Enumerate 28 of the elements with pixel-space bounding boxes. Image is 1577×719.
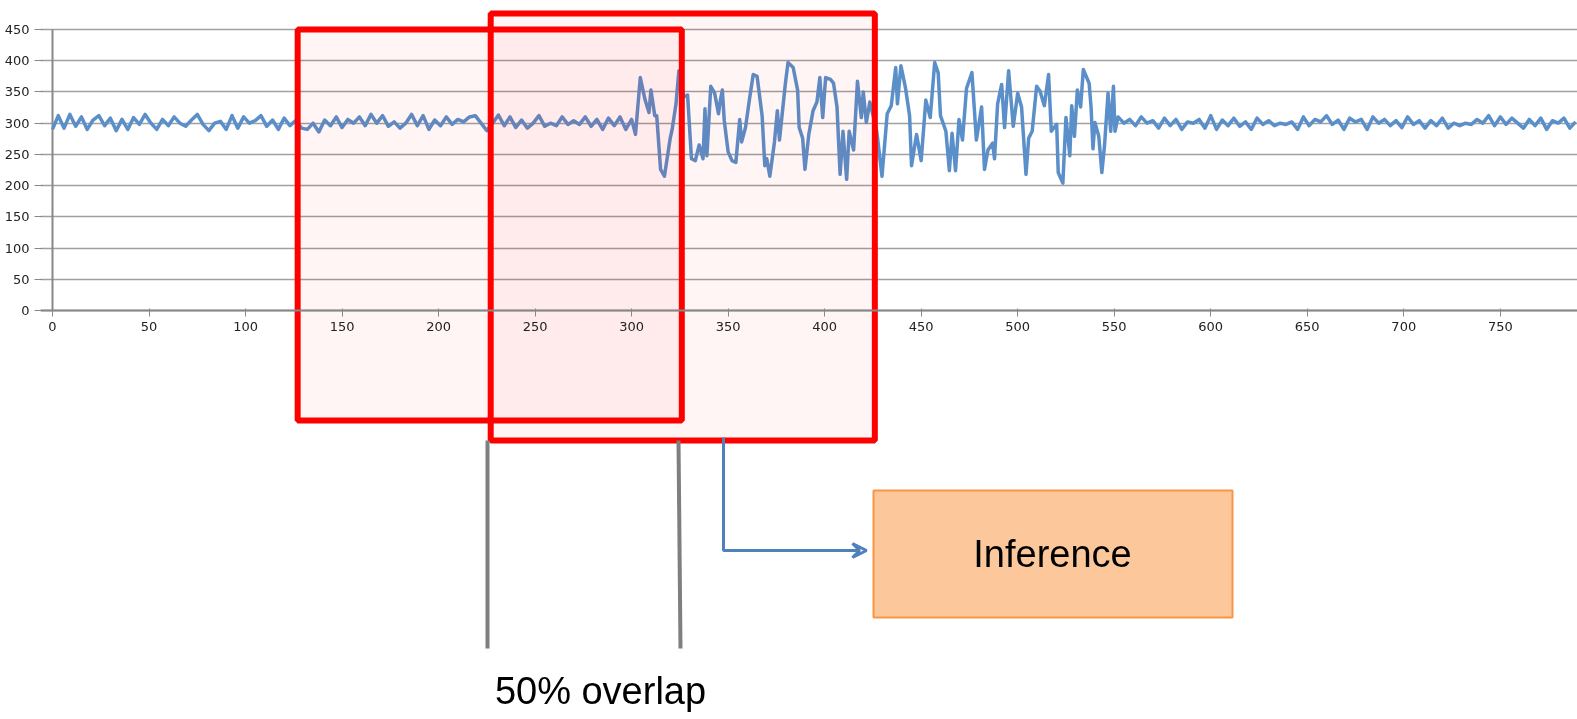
x-tick-label: 350	[715, 318, 741, 334]
y-tick-label: 350	[4, 84, 30, 100]
x-tick-label: 150	[329, 318, 355, 334]
x-tick-label: 750	[1487, 318, 1513, 334]
y-tick-label: 150	[4, 209, 30, 225]
x-tick-label: 300	[619, 318, 645, 334]
y-tick-label: 50	[12, 271, 30, 287]
y-tick-label: 0	[21, 303, 30, 318]
text: 50% overlap	[494, 669, 707, 712]
x-tick-label: 500	[1005, 318, 1031, 334]
y-tick-label: 250	[4, 146, 30, 162]
y-tick-label: 200	[4, 178, 30, 194]
x-tick-label: 50	[140, 318, 158, 334]
x-tick-label: 400	[812, 318, 838, 334]
x-tick-label: 600	[1198, 318, 1224, 334]
x-tick-label: 0	[48, 318, 57, 334]
x-tick-label: 100	[233, 318, 258, 334]
text: Inference	[973, 532, 1132, 575]
x-tick-label: 550	[1101, 318, 1127, 334]
x-tick-label: 700	[1391, 318, 1417, 334]
y-tick-label: 450	[4, 22, 30, 37]
y-tick-label: 300	[4, 115, 30, 131]
x-tick-label: 450	[908, 318, 934, 334]
x-tick-label: 650	[1294, 318, 1320, 334]
y-tick-label: 100	[4, 240, 30, 256]
y-tick-label: 400	[4, 53, 30, 69]
x-tick-label: 200	[426, 318, 451, 334]
x-tick-label: 250	[522, 318, 548, 334]
